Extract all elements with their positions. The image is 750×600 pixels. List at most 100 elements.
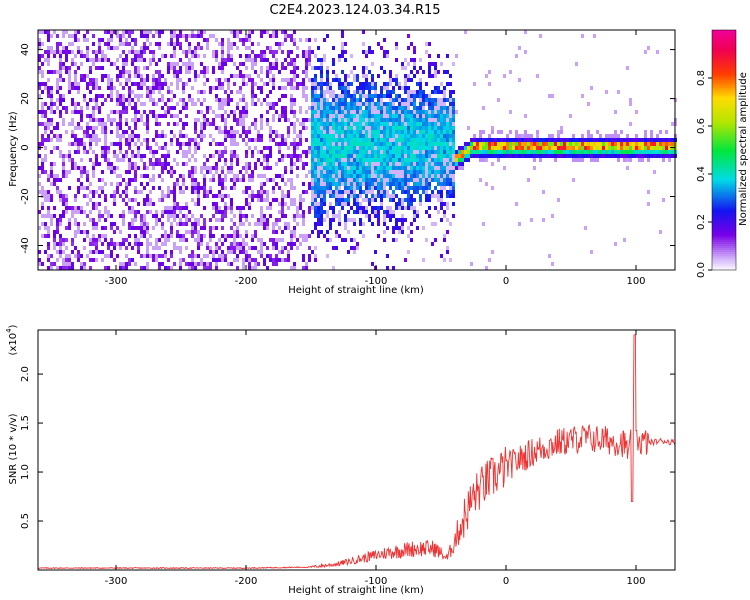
spectrogram-cell [89, 118, 92, 122]
spectrogram-cell [320, 150, 323, 154]
spectrogram-cell [89, 182, 92, 186]
spectrogram-cell [338, 158, 341, 162]
spectrogram-cell [596, 150, 599, 154]
spectrogram-cell [158, 158, 161, 162]
spectrogram-cell [443, 170, 446, 174]
spectrogram-cell [434, 62, 437, 66]
spectrogram-cell [311, 202, 314, 206]
spectrogram-cell [389, 182, 392, 186]
spectrogram-cell [89, 134, 92, 138]
spectrogram-cell [239, 206, 242, 210]
spectrogram-cell [401, 206, 404, 210]
spectrogram-cell [377, 210, 380, 214]
spectrogram-cell [437, 170, 440, 174]
spectrogram-cell [281, 198, 284, 202]
spectrogram-cell [332, 134, 335, 138]
spectrogram-cell [422, 150, 425, 154]
spectrogram-cell [86, 234, 89, 238]
spectrogram-cell [434, 70, 437, 74]
spectrogram-cell [239, 90, 242, 94]
spectrogram-cell [623, 158, 626, 162]
spectrogram-cell [395, 106, 398, 110]
spectrogram-cell [323, 106, 326, 110]
spectrogram-cell [365, 106, 368, 110]
spectrogram-cell [398, 142, 401, 146]
spectrogram-cell [359, 190, 362, 194]
spectrogram-cell [338, 82, 341, 86]
spectrogram-cell [464, 30, 467, 34]
spectrogram-cell [194, 158, 197, 162]
colorbar-band [712, 90, 736, 92]
spectrogram-cell [65, 198, 68, 202]
spectrogram-cell [248, 194, 251, 198]
spectrogram-cell [605, 90, 608, 94]
spectrogram-cell [299, 82, 302, 86]
spectrogram-cell [335, 182, 338, 186]
spectrogram-cell [116, 34, 119, 38]
spectrogram-cell [128, 94, 131, 98]
spectrogram-cell [497, 146, 500, 150]
spectrogram-cell [434, 186, 437, 190]
spectrogram-cell [245, 66, 248, 70]
spectrogram-cell [284, 66, 287, 70]
spectrogram-cell [179, 186, 182, 190]
colorbar-band [712, 72, 736, 74]
spectrogram-cell [281, 206, 284, 210]
spectrogram-cell [92, 226, 95, 230]
spectrogram-cell [149, 202, 152, 206]
spectrogram-cell [290, 230, 293, 234]
spectrogram-cell [395, 206, 398, 210]
spectrogram-cell [380, 194, 383, 198]
spectrogram-cell [59, 266, 62, 270]
spectrogram-cell [374, 198, 377, 202]
spectrogram-cell [338, 54, 341, 58]
spectrogram-cell [452, 110, 455, 114]
spectrogram-cell [320, 142, 323, 146]
spectrogram-cell [392, 102, 395, 106]
spectrogram-cell [338, 154, 341, 158]
spectrogram-cell [221, 86, 224, 90]
spectrogram-cell [266, 162, 269, 166]
spectrogram-cell [284, 142, 287, 146]
spectrogram-cell [272, 74, 275, 78]
spectrogram-cell [290, 98, 293, 102]
spectrogram-cell [338, 198, 341, 202]
spectrogram-cell [134, 262, 137, 266]
spectrogram-cell [350, 118, 353, 122]
spectrogram-cell [377, 42, 380, 46]
spectrogram-cell [296, 46, 299, 50]
spectrogram-cell [419, 198, 422, 202]
colorbar-band [712, 180, 736, 182]
spectrogram-cell [140, 114, 143, 118]
colorbar-band [712, 258, 736, 260]
spectrogram-cell [377, 214, 380, 218]
spectrogram-cell [419, 194, 422, 198]
spectrogram-cell [101, 74, 104, 78]
spectrogram-cell [239, 170, 242, 174]
spectrogram-cell [380, 198, 383, 202]
spectrogram-cell [386, 50, 389, 54]
colorbar-band [712, 118, 736, 120]
spectrogram-cell [470, 142, 473, 146]
spectrogram-cell [572, 158, 575, 162]
spectrogram-cell [278, 186, 281, 190]
spectrogram-cell [110, 214, 113, 218]
spectrogram-cell [608, 142, 611, 146]
spectrogram-cell [101, 66, 104, 70]
spectrogram-cell [284, 166, 287, 170]
spectrogram-cell [176, 206, 179, 210]
spectrogram-cell [173, 106, 176, 110]
spectrogram-cell [56, 106, 59, 110]
spectrogram-cell [68, 122, 71, 126]
spectrogram-cell [101, 190, 104, 194]
spectrogram-cell [344, 158, 347, 162]
spectrogram-cell [302, 94, 305, 98]
spectrogram-cell [455, 158, 458, 162]
spectrogram-cell [125, 262, 128, 266]
spectrogram-cell [152, 202, 155, 206]
spectrogram-cell [182, 182, 185, 186]
spectrogram-cell [254, 122, 257, 126]
spectrogram-cell [644, 134, 647, 138]
spectrogram-cell [329, 118, 332, 122]
spectrogram-cell [524, 142, 527, 146]
